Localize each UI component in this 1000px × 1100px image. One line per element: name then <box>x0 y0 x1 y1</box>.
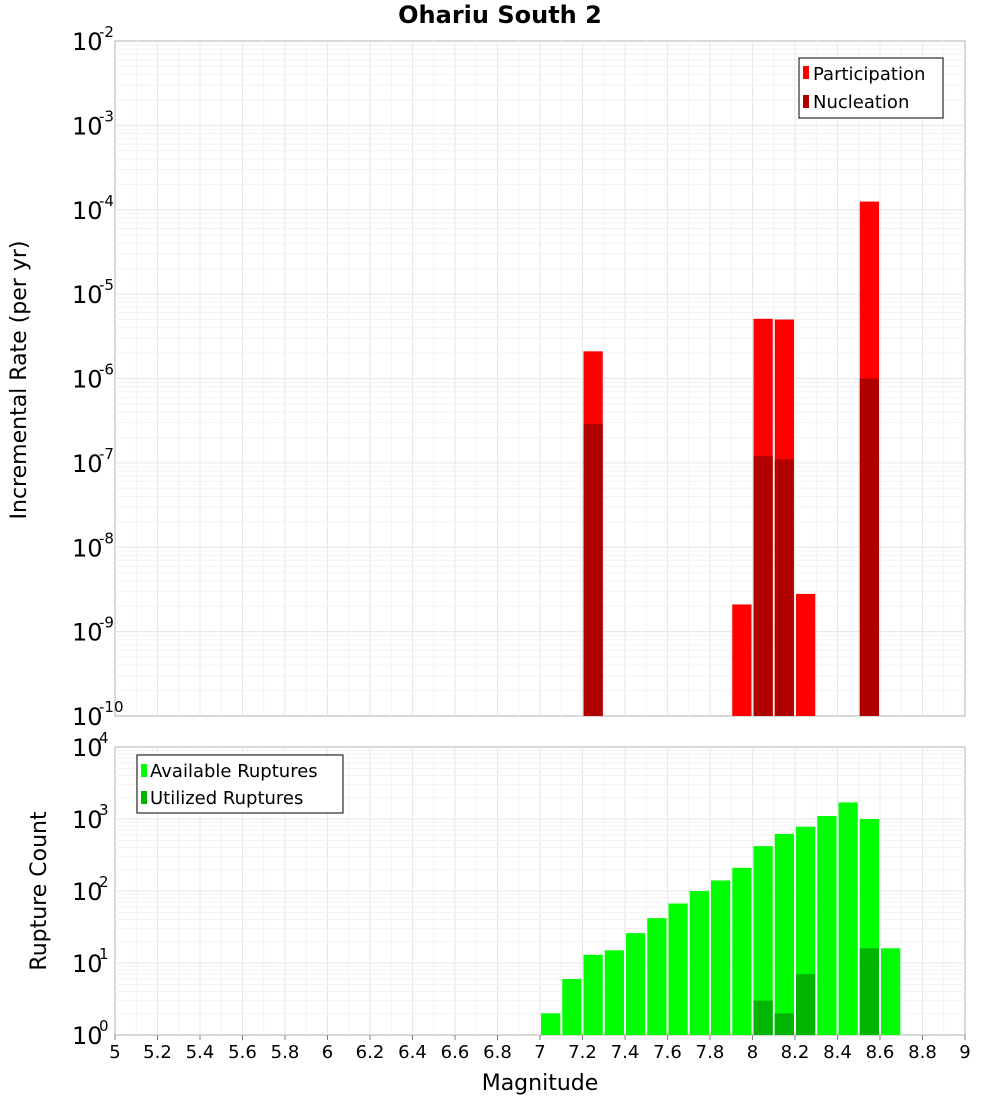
x-tick-label: 6.8 <box>483 1042 512 1063</box>
x-tick-label: 9 <box>959 1042 970 1063</box>
count-y-tick-label: 10 <box>72 878 103 906</box>
count-y-tick-exponent: 1 <box>99 945 109 963</box>
available-ruptures-bar <box>604 950 624 1035</box>
legend-swatch-participation <box>803 66 809 79</box>
available-ruptures-bar <box>774 833 794 1035</box>
count-y-tick-label: 10 <box>72 806 103 834</box>
available-ruptures-bar <box>881 948 901 1035</box>
rate-y-tick-exponent: -2 <box>99 23 114 41</box>
x-tick-label: 7 <box>534 1042 545 1063</box>
magnitude-x-ticks: 5 5.2 5.4 5.6 5.8 6 6.2 6.4 6.6 6.8 7 7.2 7.4 7.6 7.8 8… <box>109 1035 971 1063</box>
rate-y-tick-label: 10 <box>72 28 103 56</box>
rate-y-axis-label: Incremental Rate (per yr) <box>7 241 32 520</box>
rate-y-tick-label: 10 <box>72 197 103 225</box>
x-tick-label: 5.8 <box>271 1042 300 1063</box>
rate-legend-box <box>798 57 944 119</box>
count-y-tick-exponent: 0 <box>99 1017 109 1035</box>
nucleation-bar <box>774 459 794 716</box>
nucleation-bar <box>859 378 879 716</box>
rate-y-tick-label: 10 <box>72 619 103 647</box>
legend-swatch-utilized <box>141 791 147 804</box>
rate-y-tick-label: 10 <box>72 281 103 309</box>
legend-swatch-available <box>141 764 147 777</box>
utilized-ruptures-bar <box>859 948 879 1035</box>
available-ruptures-bar <box>711 880 731 1035</box>
count-y-tick-label: 10 <box>72 1022 103 1050</box>
count-y-tick-exponent: 4 <box>99 729 109 747</box>
chart-title: Ohariu South 2 <box>398 1 602 29</box>
count-bars <box>541 802 901 1035</box>
legend-label-nucleation: Nucleation <box>813 92 909 113</box>
x-tick-label: 5 <box>109 1042 120 1063</box>
x-tick-label: 7.2 <box>568 1042 597 1063</box>
x-tick-label: 8 <box>747 1042 758 1063</box>
x-tick-label: 8.8 <box>908 1042 937 1063</box>
utilized-ruptures-bar <box>774 1013 794 1035</box>
x-axis-label: Magnitude <box>482 1071 599 1096</box>
count-legend: Available Ruptures Utilized Ruptures <box>136 754 344 814</box>
utilized-ruptures-bar <box>753 1000 773 1035</box>
x-tick-label: 8.6 <box>866 1042 895 1063</box>
rate-y-tick-exponent: -9 <box>99 614 114 632</box>
legend-label-participation: Participation <box>813 64 925 85</box>
legend-label-available: Available Ruptures <box>150 761 318 782</box>
x-tick-label: 6.6 <box>441 1042 470 1063</box>
available-ruptures-bar <box>541 1013 561 1035</box>
utilized-ruptures-bar <box>796 974 816 1035</box>
rate-y-tick-exponent: -4 <box>99 192 114 210</box>
available-ruptures-bar <box>583 954 603 1035</box>
rate-y-tick-label: 10 <box>72 534 103 562</box>
x-tick-label: 7.6 <box>653 1042 682 1063</box>
x-tick-label: 8.4 <box>823 1042 852 1063</box>
nucleation-bar <box>753 456 773 716</box>
count-y-tick-exponent: 3 <box>99 801 109 819</box>
count-y-tick-label: 10 <box>72 950 103 978</box>
available-ruptures-bar <box>838 802 858 1035</box>
available-ruptures-bar <box>689 891 709 1035</box>
x-tick-label: 6 <box>322 1042 333 1063</box>
available-ruptures-bar <box>732 867 752 1035</box>
available-ruptures-bar <box>817 816 837 1035</box>
available-ruptures-bar <box>626 933 646 1035</box>
x-tick-label: 5.4 <box>186 1042 215 1063</box>
x-tick-label: 5.6 <box>228 1042 257 1063</box>
rate-bars <box>583 201 879 716</box>
x-tick-label: 6.4 <box>398 1042 427 1063</box>
count-y-tick-exponent: 2 <box>99 873 109 891</box>
available-ruptures-bar <box>562 978 582 1035</box>
legend-label-utilized: Utilized Ruptures <box>150 788 303 809</box>
x-tick-label: 7.4 <box>611 1042 640 1063</box>
rate-y-tick-exponent: -8 <box>99 529 114 547</box>
rate-y-tick-label: 10 <box>72 112 103 140</box>
x-tick-label: 5.2 <box>143 1042 172 1063</box>
rate-y-tick-exponent: -7 <box>99 445 114 463</box>
count-legend-box <box>136 754 344 814</box>
count-y-axis-label: Rupture Count <box>27 811 52 971</box>
rate-y-tick-label: 10 <box>72 366 103 394</box>
rate-legend: Participation Nucleation <box>798 57 944 119</box>
rate-y-tick-exponent: -3 <box>99 107 114 125</box>
available-ruptures-bar <box>753 846 773 1035</box>
count-y-tick-label: 10 <box>72 734 103 762</box>
x-tick-label: 8.2 <box>781 1042 810 1063</box>
participation-bar <box>796 593 816 716</box>
rate-gridlines <box>115 41 965 716</box>
rate-y-tick-exponent: -10 <box>99 698 124 716</box>
rate-y-tick-label: 10 <box>72 703 103 731</box>
rate-y-tick-exponent: -6 <box>99 361 114 379</box>
available-ruptures-bar <box>668 903 688 1035</box>
rate-y-tick-label: 10 <box>72 450 103 478</box>
nucleation-bar <box>583 423 603 716</box>
participation-bar <box>732 604 752 716</box>
legend-swatch-nucleation <box>803 95 809 108</box>
available-ruptures-bar <box>647 918 667 1035</box>
x-tick-label: 7.8 <box>696 1042 725 1063</box>
x-tick-label: 6.2 <box>356 1042 385 1063</box>
rate-y-tick-exponent: -5 <box>99 276 114 294</box>
